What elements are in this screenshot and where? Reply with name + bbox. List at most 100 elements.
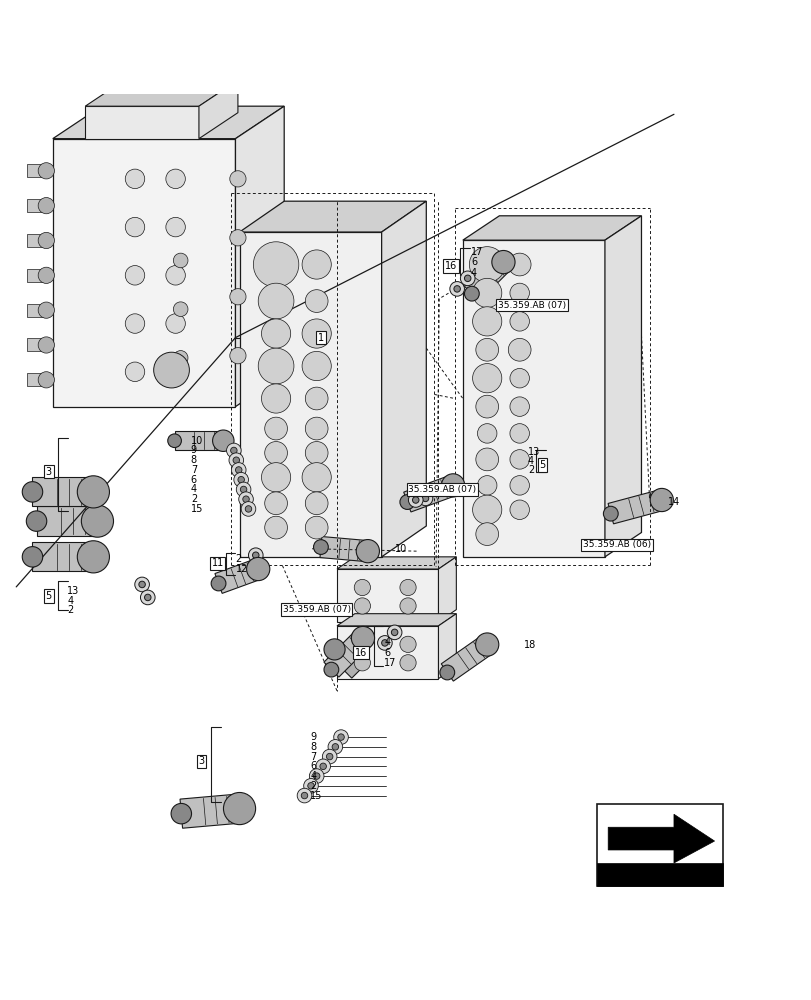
- Circle shape: [391, 629, 397, 636]
- Text: 4: 4: [384, 637, 390, 647]
- Circle shape: [509, 397, 529, 416]
- Circle shape: [38, 198, 54, 214]
- Circle shape: [477, 424, 496, 443]
- Circle shape: [38, 302, 54, 318]
- Circle shape: [230, 230, 246, 246]
- Circle shape: [153, 352, 189, 388]
- Circle shape: [135, 577, 149, 592]
- Circle shape: [264, 442, 287, 464]
- Polygon shape: [199, 80, 238, 139]
- Text: 13: 13: [527, 447, 539, 457]
- Text: 10: 10: [191, 436, 203, 446]
- Polygon shape: [85, 80, 238, 106]
- Text: 4: 4: [470, 268, 477, 278]
- Polygon shape: [462, 216, 641, 240]
- Circle shape: [441, 474, 464, 497]
- Circle shape: [211, 576, 225, 591]
- Circle shape: [165, 169, 185, 189]
- Circle shape: [253, 242, 298, 287]
- Polygon shape: [239, 232, 381, 557]
- Text: 4: 4: [527, 456, 534, 466]
- Text: 2: 2: [67, 605, 74, 615]
- Circle shape: [26, 511, 47, 531]
- Text: 14: 14: [667, 497, 679, 507]
- Circle shape: [324, 662, 338, 677]
- Circle shape: [412, 497, 418, 503]
- Polygon shape: [337, 626, 438, 679]
- Circle shape: [477, 476, 496, 495]
- Circle shape: [125, 362, 144, 382]
- Circle shape: [509, 450, 529, 469]
- Text: 2: 2: [235, 554, 242, 564]
- Text: 3: 3: [198, 756, 204, 766]
- Text: 13: 13: [67, 586, 79, 596]
- Circle shape: [252, 552, 259, 558]
- Circle shape: [38, 267, 54, 283]
- Circle shape: [305, 492, 328, 515]
- Text: 17: 17: [470, 247, 483, 257]
- Text: 6: 6: [191, 475, 197, 485]
- Circle shape: [144, 594, 151, 601]
- Polygon shape: [464, 255, 510, 301]
- Circle shape: [230, 171, 246, 187]
- Circle shape: [301, 792, 307, 799]
- Polygon shape: [337, 614, 456, 626]
- Circle shape: [337, 734, 344, 740]
- Polygon shape: [235, 106, 284, 407]
- Text: 5: 5: [539, 460, 545, 470]
- Circle shape: [449, 282, 464, 296]
- Circle shape: [313, 540, 328, 554]
- Text: 17: 17: [384, 658, 396, 668]
- Circle shape: [326, 753, 333, 760]
- Text: 15: 15: [191, 504, 203, 514]
- Circle shape: [242, 496, 249, 502]
- Circle shape: [238, 492, 253, 506]
- Circle shape: [226, 443, 241, 458]
- Circle shape: [509, 500, 529, 519]
- Circle shape: [38, 232, 54, 249]
- Circle shape: [165, 266, 185, 285]
- Circle shape: [508, 338, 530, 361]
- Circle shape: [261, 384, 290, 413]
- Text: 7: 7: [191, 465, 197, 475]
- Text: 10: 10: [395, 544, 407, 554]
- Polygon shape: [438, 557, 456, 622]
- Text: 35.359.AB (07): 35.359.AB (07): [282, 605, 350, 614]
- Circle shape: [303, 779, 318, 793]
- Polygon shape: [440, 636, 492, 681]
- Text: 35.359.AB (07): 35.359.AB (07): [408, 485, 476, 494]
- Circle shape: [453, 286, 460, 292]
- Circle shape: [231, 463, 246, 477]
- Bar: [27, 373, 47, 386]
- Circle shape: [235, 467, 242, 473]
- Circle shape: [230, 289, 246, 305]
- Text: 16: 16: [354, 648, 367, 658]
- Text: 18: 18: [523, 640, 535, 650]
- Polygon shape: [604, 216, 641, 557]
- Circle shape: [81, 505, 114, 537]
- Circle shape: [472, 364, 501, 393]
- Polygon shape: [180, 794, 241, 828]
- Circle shape: [328, 740, 342, 754]
- Circle shape: [464, 286, 478, 301]
- Circle shape: [264, 492, 287, 515]
- Circle shape: [241, 502, 255, 516]
- Bar: [596, 804, 722, 886]
- Polygon shape: [215, 559, 261, 593]
- Circle shape: [22, 547, 43, 567]
- Circle shape: [408, 493, 423, 507]
- Polygon shape: [32, 542, 93, 571]
- Circle shape: [125, 217, 144, 237]
- Circle shape: [509, 476, 529, 495]
- Circle shape: [168, 434, 181, 448]
- Text: 8: 8: [191, 455, 197, 465]
- Circle shape: [475, 523, 498, 545]
- Circle shape: [475, 633, 498, 656]
- Circle shape: [302, 463, 331, 492]
- Polygon shape: [32, 477, 93, 506]
- Text: 5: 5: [45, 591, 52, 601]
- Polygon shape: [53, 106, 284, 139]
- Circle shape: [313, 773, 320, 779]
- Text: 1: 1: [317, 333, 324, 343]
- Bar: [596, 863, 722, 886]
